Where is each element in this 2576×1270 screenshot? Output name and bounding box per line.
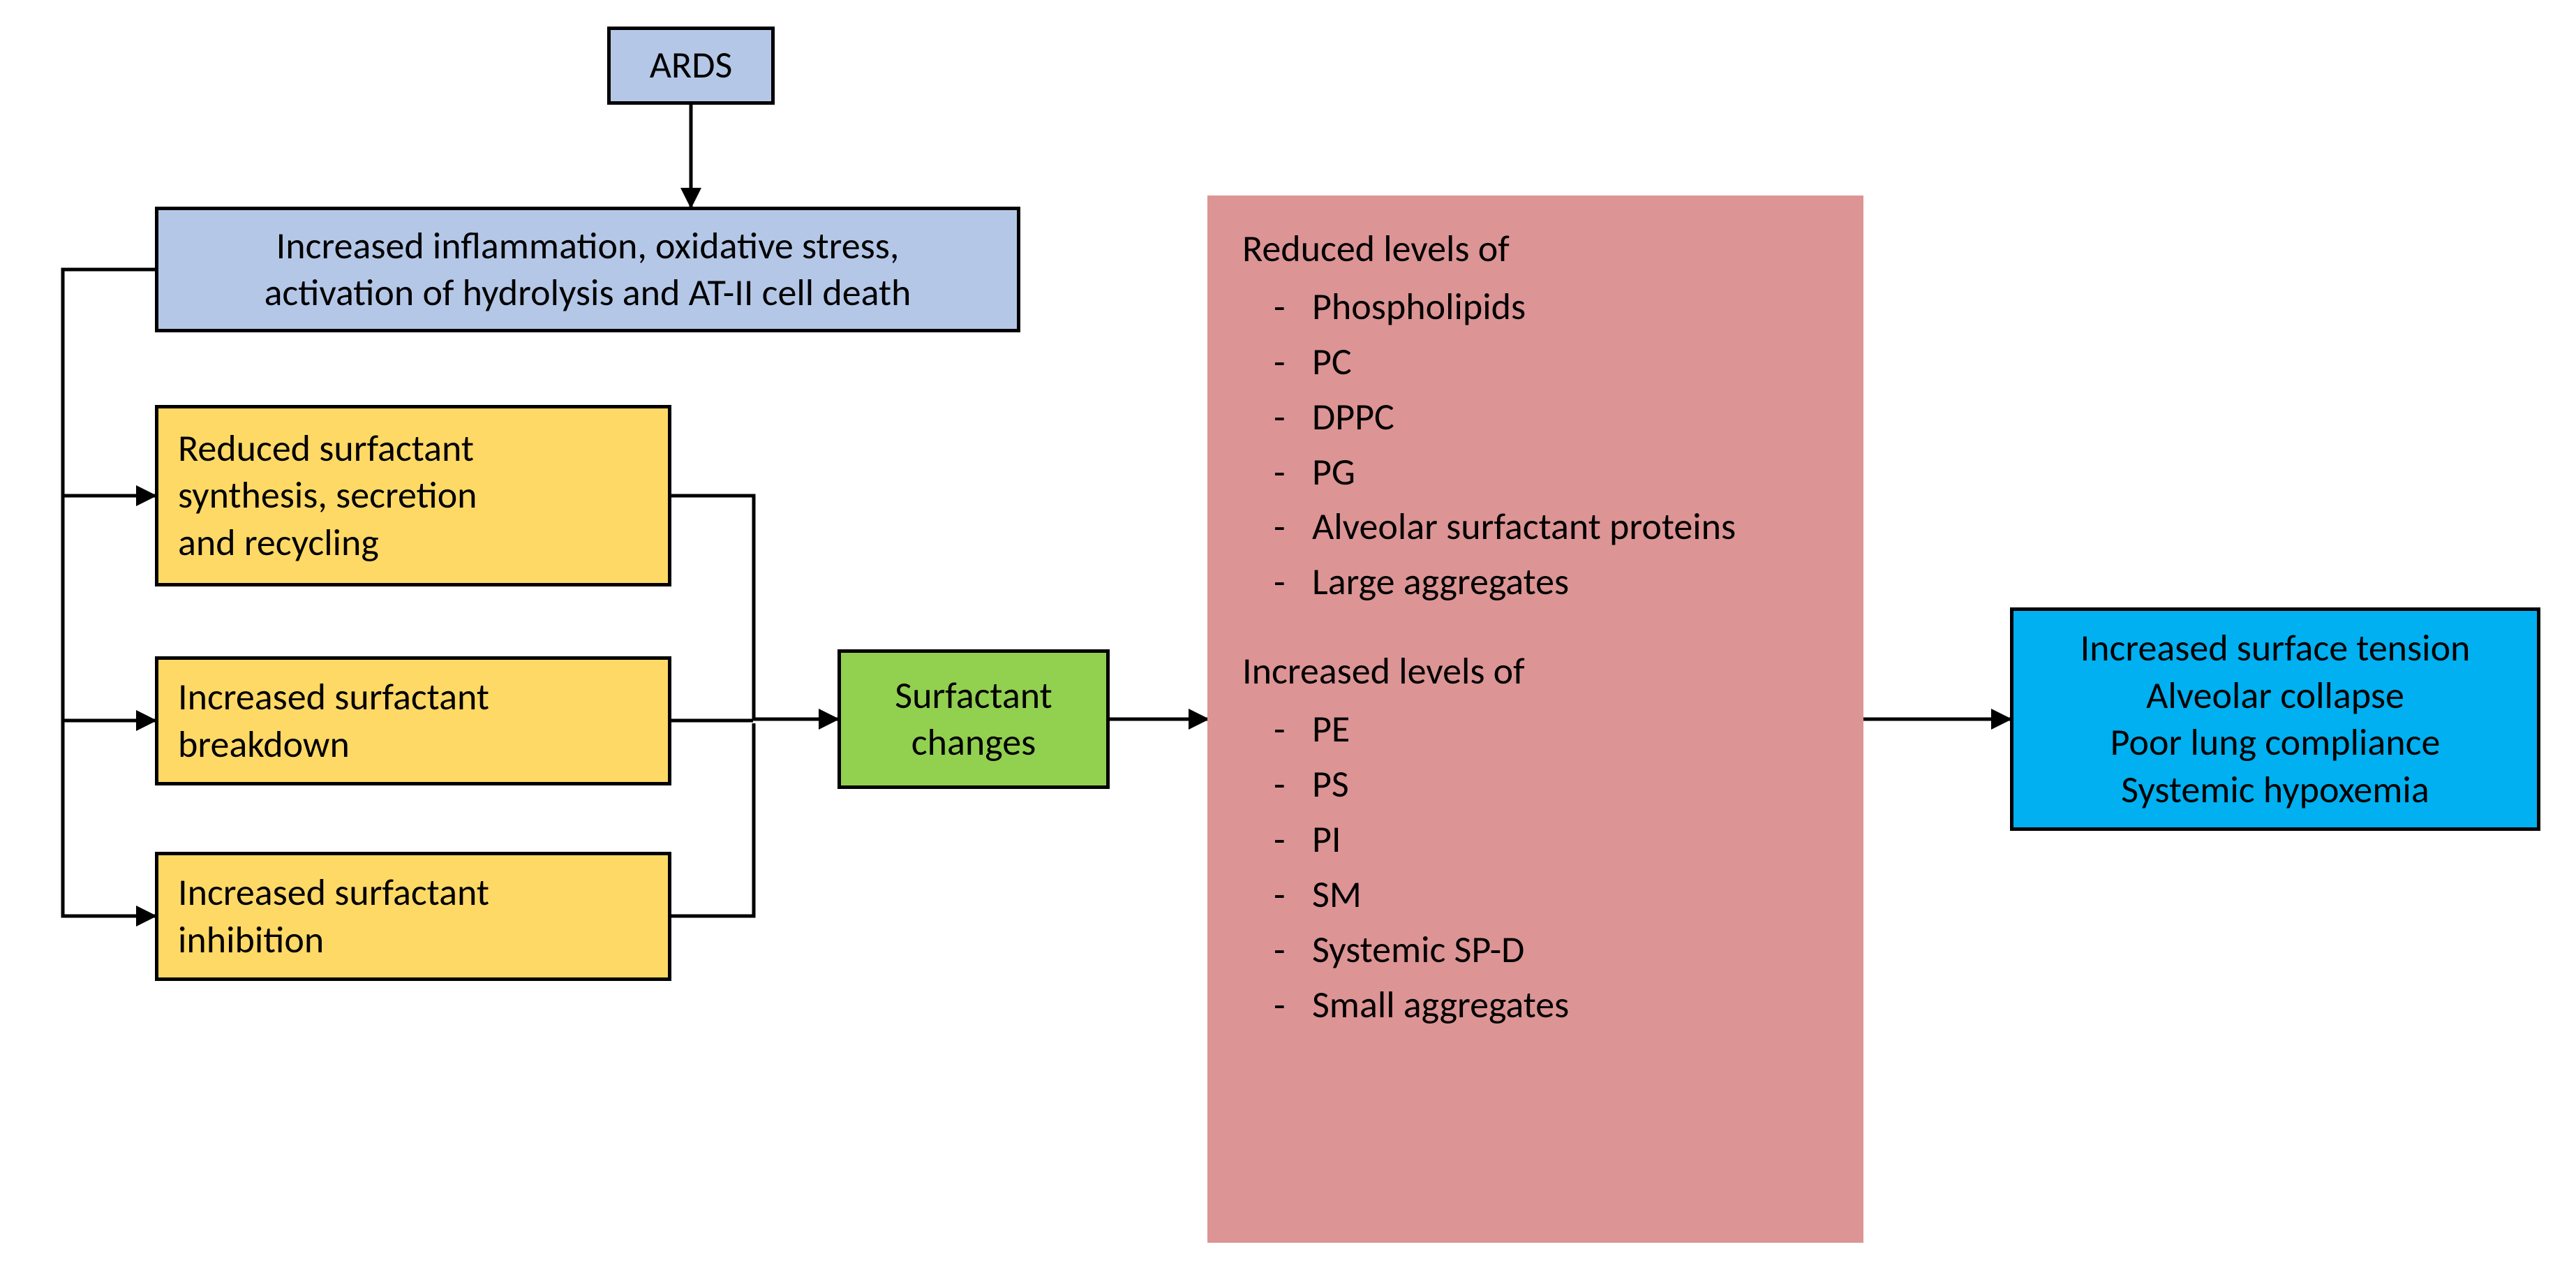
list-item: PG — [1242, 447, 1829, 498]
node-ards: ARDS — [607, 27, 775, 105]
edge — [671, 496, 837, 719]
text-line: changes — [911, 719, 1036, 767]
text-line: Alveolar collapse — [2146, 672, 2404, 720]
text-line: Increased inflammation, oxidative stress… — [276, 223, 900, 270]
text-line: Increased surface tension — [2080, 625, 2471, 672]
list-item: Large aggregates — [1242, 556, 1829, 607]
increased-title: Increased levels of — [1242, 646, 1829, 697]
node-outcomes: Increased surface tension Alveolar colla… — [2010, 607, 2540, 831]
edge — [63, 269, 155, 496]
text-line: Increased surfactant — [178, 869, 489, 917]
node-inflammation: Increased inflammation, oxidative stress… — [155, 207, 1020, 332]
text-line: inhibition — [178, 917, 324, 964]
edge — [63, 721, 155, 916]
text-line: Reduced surfactant — [178, 425, 474, 473]
node-surfactant-changes: Surfactant changes — [837, 649, 1110, 789]
node-ards-label: ARDS — [650, 42, 733, 89]
list-item: DPPC — [1242, 392, 1829, 443]
list-item: PI — [1242, 814, 1829, 865]
flowchart-canvas: ARDS Increased inflammation, oxidative s… — [0, 0, 2576, 1270]
list-item: Small aggregates — [1242, 980, 1829, 1031]
text-line: Increased surfactant — [178, 674, 489, 721]
reduced-list: PhospholipidsPCDPPCPGAlveolar surfactant… — [1242, 281, 1829, 607]
text-line: and recycling — [178, 519, 379, 567]
text-line: Systemic hypoxemia — [2121, 767, 2429, 814]
list-item: PC — [1242, 337, 1829, 387]
edge — [63, 496, 155, 721]
list-item: PE — [1242, 704, 1829, 755]
text-line: Poor lung compliance — [2110, 719, 2441, 767]
list-item: Systemic SP-D — [1242, 924, 1829, 975]
text-line: activation of hydrolysis and AT-II cell … — [265, 269, 911, 317]
increased-list: PEPSPISMSystemic SP-DSmall aggregates — [1242, 704, 1829, 1030]
text-line: Surfactant — [895, 672, 1052, 720]
list-item: PS — [1242, 759, 1829, 810]
text-line: breakdown — [178, 721, 350, 769]
list-item: SM — [1242, 869, 1829, 920]
node-level-changes: Reduced levels of PhospholipidsPCDPPCPGA… — [1207, 195, 1863, 1243]
list-item: Alveolar surfactant proteins — [1242, 501, 1829, 552]
node-reduced-synthesis: Reduced surfactant synthesis, secretion … — [155, 405, 671, 586]
node-increased-breakdown: Increased surfactant breakdown — [155, 656, 671, 785]
list-item: Phospholipids — [1242, 281, 1829, 332]
text-line: synthesis, secretion — [178, 472, 477, 519]
reduced-title: Reduced levels of — [1242, 223, 1829, 274]
node-increased-inhibition: Increased surfactant inhibition — [155, 852, 671, 981]
edge — [671, 723, 754, 916]
